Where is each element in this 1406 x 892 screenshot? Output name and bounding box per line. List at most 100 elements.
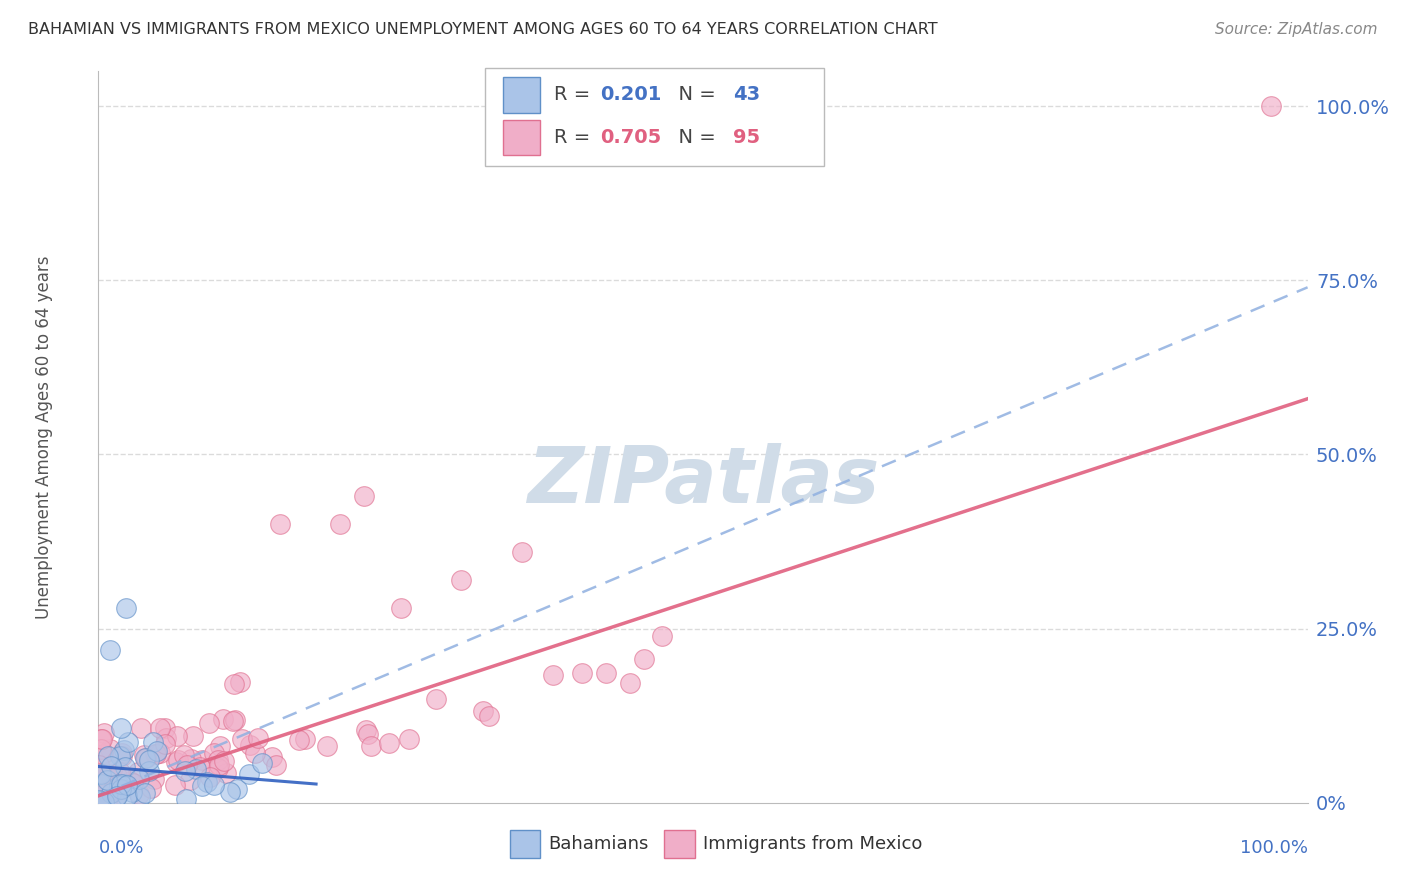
Point bbox=[153, 737, 176, 751]
Point bbox=[288, 733, 311, 747]
Point bbox=[219, 785, 242, 799]
Point bbox=[114, 759, 136, 773]
Point bbox=[225, 781, 247, 796]
Point bbox=[107, 789, 129, 803]
Point bbox=[208, 758, 231, 772]
Text: Bahamians: Bahamians bbox=[548, 835, 648, 853]
FancyBboxPatch shape bbox=[503, 78, 540, 112]
Point bbox=[207, 753, 229, 767]
Point bbox=[97, 790, 120, 805]
Point bbox=[108, 778, 131, 792]
Point bbox=[90, 766, 112, 780]
Point bbox=[294, 731, 316, 746]
Point bbox=[90, 731, 112, 746]
Point bbox=[228, 674, 250, 689]
Point bbox=[110, 749, 132, 764]
Point bbox=[108, 764, 131, 779]
Point bbox=[89, 766, 111, 780]
Point bbox=[166, 729, 188, 743]
Point bbox=[105, 769, 128, 783]
Point bbox=[90, 741, 112, 756]
Text: ZIPatlas: ZIPatlas bbox=[527, 443, 879, 519]
Point bbox=[112, 777, 135, 791]
Point bbox=[195, 774, 218, 789]
Point bbox=[90, 777, 112, 791]
Point bbox=[111, 749, 134, 764]
Point bbox=[450, 573, 472, 587]
Point bbox=[191, 779, 214, 793]
Text: 0.201: 0.201 bbox=[600, 86, 662, 104]
Point bbox=[117, 778, 139, 792]
Point bbox=[127, 764, 149, 779]
Point bbox=[93, 795, 115, 809]
Point bbox=[98, 642, 121, 657]
Point bbox=[146, 744, 169, 758]
Point bbox=[357, 727, 380, 741]
Point bbox=[191, 753, 214, 767]
Point bbox=[165, 755, 187, 769]
Point bbox=[1260, 99, 1282, 113]
Point bbox=[173, 747, 195, 762]
Point bbox=[238, 766, 260, 780]
Point bbox=[510, 545, 533, 559]
Point bbox=[149, 746, 172, 760]
Point bbox=[100, 786, 122, 800]
Point bbox=[181, 729, 204, 743]
Point bbox=[100, 786, 122, 800]
Text: N =: N = bbox=[665, 86, 721, 104]
Point bbox=[104, 791, 127, 805]
Point bbox=[142, 735, 165, 749]
FancyBboxPatch shape bbox=[485, 68, 824, 167]
Point bbox=[139, 781, 162, 796]
Point bbox=[224, 713, 246, 727]
Point bbox=[222, 677, 245, 691]
Point bbox=[134, 786, 156, 800]
Point bbox=[398, 731, 420, 746]
Point bbox=[87, 790, 110, 805]
Point bbox=[243, 746, 266, 760]
Point bbox=[89, 793, 111, 807]
Point bbox=[153, 721, 176, 735]
Point bbox=[246, 731, 269, 746]
Point bbox=[96, 773, 118, 788]
Text: 0.705: 0.705 bbox=[600, 128, 661, 147]
Point bbox=[149, 721, 172, 735]
Point bbox=[90, 731, 112, 746]
Point bbox=[174, 764, 197, 779]
Text: Source: ZipAtlas.com: Source: ZipAtlas.com bbox=[1215, 22, 1378, 37]
FancyBboxPatch shape bbox=[509, 830, 540, 858]
Point bbox=[541, 668, 564, 682]
Point bbox=[222, 714, 245, 729]
Text: Unemployment Among Ages 60 to 64 years: Unemployment Among Ages 60 to 64 years bbox=[35, 255, 53, 619]
Point bbox=[202, 778, 225, 792]
Point bbox=[174, 792, 197, 806]
Point bbox=[107, 788, 129, 802]
Point bbox=[619, 676, 641, 690]
Point bbox=[651, 629, 673, 643]
Point bbox=[163, 778, 186, 792]
Point bbox=[128, 789, 150, 804]
Point bbox=[97, 767, 120, 781]
Point bbox=[103, 781, 125, 796]
Text: N =: N = bbox=[665, 128, 721, 147]
Text: R =: R = bbox=[554, 86, 596, 104]
Point bbox=[112, 742, 135, 756]
Point bbox=[135, 751, 157, 765]
Point bbox=[128, 772, 150, 786]
Point bbox=[97, 774, 120, 789]
Point bbox=[100, 759, 122, 773]
Point bbox=[128, 788, 150, 802]
FancyBboxPatch shape bbox=[664, 830, 695, 858]
Point bbox=[215, 766, 238, 780]
Point bbox=[184, 762, 207, 776]
Point bbox=[198, 715, 221, 730]
Point bbox=[129, 722, 152, 736]
Point bbox=[200, 770, 222, 784]
Point bbox=[110, 721, 132, 735]
Point bbox=[207, 761, 229, 775]
Point bbox=[180, 752, 202, 766]
Point bbox=[138, 764, 160, 778]
Point bbox=[143, 747, 166, 761]
Point bbox=[142, 772, 165, 787]
Point bbox=[471, 704, 494, 718]
